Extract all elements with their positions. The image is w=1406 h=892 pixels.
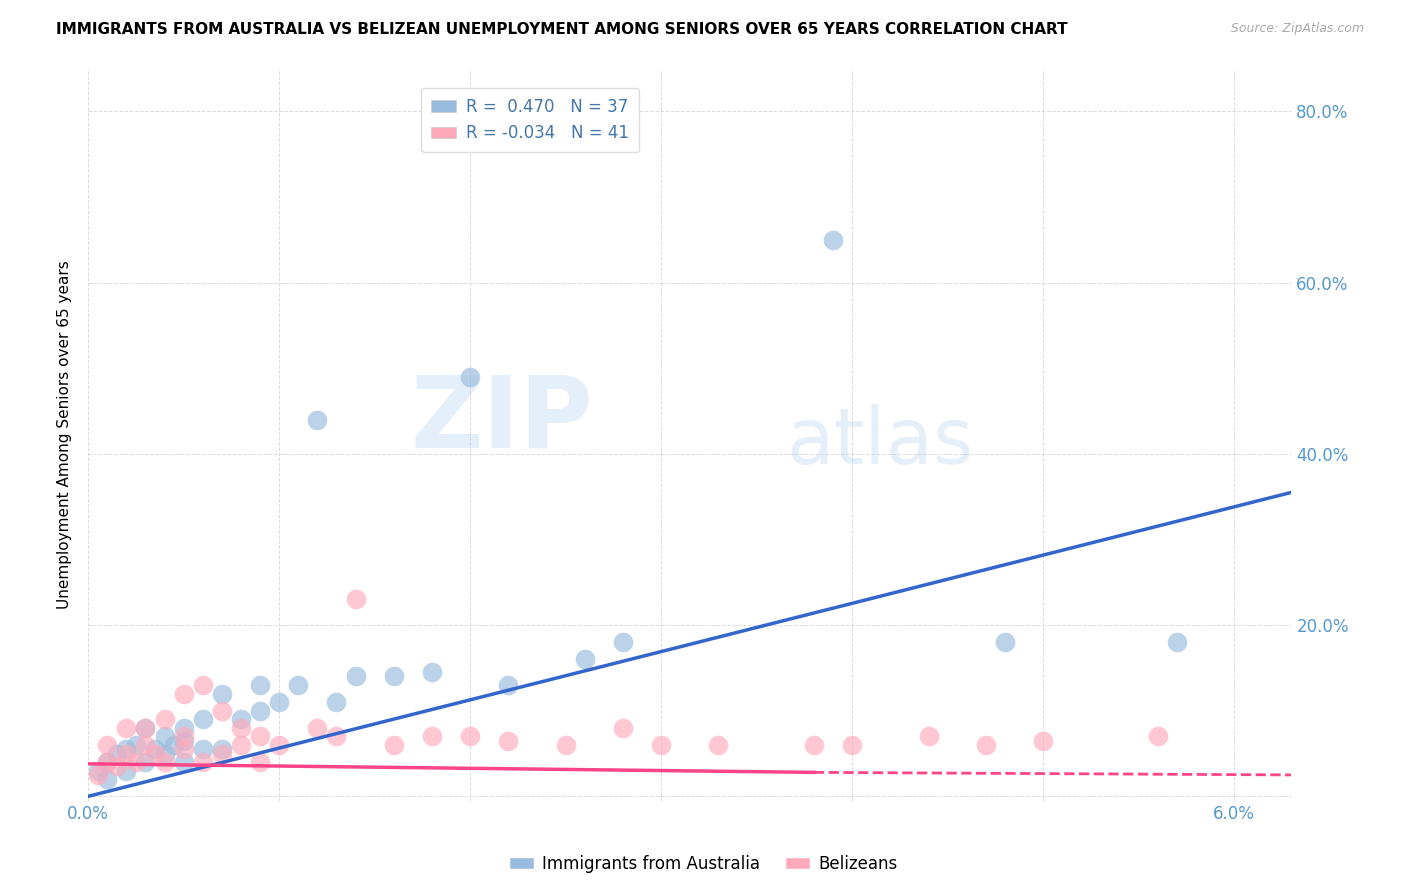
Point xyxy=(105,759,128,773)
Point xyxy=(173,687,195,701)
Y-axis label: Unemployment Among Seniors over 65 years: Unemployment Among Seniors over 65 years xyxy=(58,260,72,609)
Point xyxy=(917,730,939,744)
Legend: R =  0.470   N = 37, R = -0.034   N = 41: R = 0.470 N = 37, R = -0.034 N = 41 xyxy=(422,87,640,153)
Point xyxy=(211,747,233,761)
Point xyxy=(974,738,997,752)
Point xyxy=(325,730,347,744)
Point xyxy=(803,738,825,752)
Text: IMMIGRANTS FROM AUSTRALIA VS BELIZEAN UNEMPLOYMENT AMONG SENIORS OVER 65 YEARS C: IMMIGRANTS FROM AUSTRALIA VS BELIZEAN UN… xyxy=(56,22,1069,37)
Point xyxy=(153,747,176,761)
Point xyxy=(153,755,176,769)
Point xyxy=(420,665,443,680)
Point xyxy=(1166,635,1188,649)
Point xyxy=(382,738,405,752)
Text: atlas: atlas xyxy=(786,404,973,480)
Point xyxy=(115,742,138,756)
Point xyxy=(153,712,176,726)
Point xyxy=(344,669,367,683)
Point xyxy=(707,738,730,752)
Point xyxy=(191,755,214,769)
Point xyxy=(125,755,148,769)
Point xyxy=(249,730,271,744)
Point xyxy=(269,738,291,752)
Point xyxy=(96,738,118,752)
Point xyxy=(554,738,576,752)
Point xyxy=(994,635,1017,649)
Point xyxy=(173,730,195,744)
Point xyxy=(173,733,195,747)
Point xyxy=(287,678,309,692)
Point xyxy=(163,738,186,752)
Point xyxy=(1146,730,1168,744)
Point xyxy=(96,755,118,769)
Point xyxy=(498,733,520,747)
Point xyxy=(458,730,481,744)
Point xyxy=(307,721,329,735)
Point xyxy=(105,747,128,761)
Point xyxy=(86,764,108,778)
Point xyxy=(134,721,156,735)
Point xyxy=(229,738,252,752)
Point xyxy=(344,592,367,607)
Text: ZIP: ZIP xyxy=(411,371,593,468)
Point xyxy=(143,742,166,756)
Point xyxy=(115,721,138,735)
Point xyxy=(173,742,195,756)
Point xyxy=(1032,733,1054,747)
Point xyxy=(96,772,118,787)
Point xyxy=(458,369,481,384)
Point xyxy=(249,755,271,769)
Point xyxy=(211,704,233,718)
Point xyxy=(191,678,214,692)
Point xyxy=(574,652,596,666)
Point xyxy=(125,738,148,752)
Point xyxy=(307,412,329,426)
Point xyxy=(211,687,233,701)
Point xyxy=(269,695,291,709)
Point xyxy=(382,669,405,683)
Point xyxy=(650,738,672,752)
Text: Source: ZipAtlas.com: Source: ZipAtlas.com xyxy=(1230,22,1364,36)
Point xyxy=(612,635,634,649)
Point xyxy=(612,721,634,735)
Point xyxy=(96,755,118,769)
Point xyxy=(134,738,156,752)
Point xyxy=(823,233,845,247)
Point xyxy=(134,755,156,769)
Point xyxy=(134,721,156,735)
Legend: Immigrants from Australia, Belizeans: Immigrants from Australia, Belizeans xyxy=(502,848,904,880)
Point xyxy=(211,742,233,756)
Point xyxy=(229,712,252,726)
Point xyxy=(841,738,863,752)
Point xyxy=(229,721,252,735)
Point xyxy=(498,678,520,692)
Point xyxy=(191,742,214,756)
Point xyxy=(325,695,347,709)
Point xyxy=(115,764,138,778)
Point xyxy=(173,755,195,769)
Point xyxy=(153,730,176,744)
Point xyxy=(143,747,166,761)
Point xyxy=(420,730,443,744)
Point xyxy=(249,704,271,718)
Point xyxy=(173,721,195,735)
Point xyxy=(86,768,108,782)
Point xyxy=(115,747,138,761)
Point xyxy=(191,712,214,726)
Point xyxy=(249,678,271,692)
